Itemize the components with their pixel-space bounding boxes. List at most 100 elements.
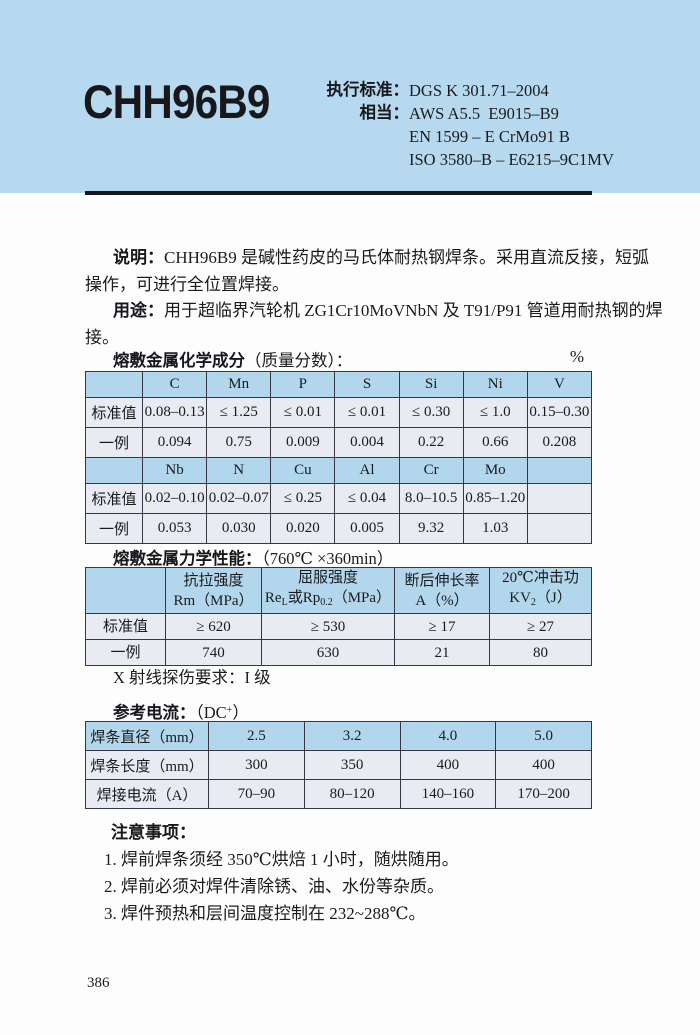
- table-cell: ≥ 27: [489, 613, 592, 640]
- table-cell: 80–120: [303, 779, 401, 809]
- table-cell: 21: [394, 639, 490, 666]
- table-cell: 一例: [85, 427, 143, 458]
- table-cell: 标准值: [85, 483, 143, 514]
- table-cell: 70–90: [208, 779, 305, 809]
- note-item: 1. 焊前焊条须经 350℃烘焙 1 小时，随烘随用。: [104, 850, 459, 869]
- table-cell: 0.08–0.13: [141, 397, 208, 428]
- mech-title-note: （760℃ ×360min）: [261, 549, 394, 568]
- table-cell: 标准值: [85, 613, 166, 640]
- table-cell: ≤ 1.25: [206, 397, 272, 428]
- table-cell: 1.03: [462, 513, 528, 544]
- usage-label: 用途：: [113, 301, 164, 320]
- table-cell: 0.094: [141, 427, 208, 458]
- col-header-unit: （MPa）: [332, 590, 392, 606]
- table-cell: Nb: [141, 457, 208, 484]
- table-cell: 9.32: [398, 513, 464, 544]
- notes-block: 注意事项： 1. 焊前焊条须经 350℃烘焙 1 小时，随烘随用。 2. 焊前必…: [104, 819, 459, 927]
- col-header-unit: KV: [509, 590, 531, 606]
- table-cell: ≤ 0.01: [334, 397, 400, 428]
- table-cell: 抗拉强度 Rm（MPa）: [165, 567, 262, 614]
- table-cell: 5.0: [495, 721, 592, 751]
- table-cell: C: [141, 371, 208, 398]
- table-cell: 0.15–0.30: [526, 397, 593, 428]
- table-row: 焊接电流（A） 70–90 80–120 140–160 170–200: [85, 779, 592, 809]
- table-cell: ≥ 530: [261, 613, 395, 640]
- table-cell: ≤ 1.0: [462, 397, 528, 428]
- table-cell: [526, 457, 593, 484]
- table-cell: 一例: [85, 513, 143, 544]
- mech-title-text: 熔敷金属力学性能：: [113, 550, 262, 568]
- table-row: Nb N Cu Al Cr Mo: [85, 457, 593, 484]
- current-title-text: 参考电流：: [113, 704, 196, 722]
- header-divider-rule: [85, 191, 592, 195]
- subscript: 0.2: [320, 597, 333, 608]
- table-cell: 400: [399, 750, 497, 780]
- table-cell: Al: [334, 457, 400, 484]
- table-cell: 300: [208, 750, 305, 780]
- table-cell: 屈服强度 ReL或Rp0.2（MPa）: [261, 567, 395, 614]
- table-cell: 断后伸长率 A（%）: [394, 567, 490, 614]
- spacer: [318, 125, 409, 148]
- table-cell: 0.004: [334, 427, 400, 458]
- table-cell: 400: [495, 750, 592, 780]
- table-cell: 0.009: [270, 427, 336, 458]
- usage-line: 接。: [85, 327, 119, 347]
- superscript: +: [226, 705, 233, 716]
- page-number: 386: [87, 975, 110, 991]
- equivalent-row: EN 1599 – E CrMo91 B: [318, 125, 614, 148]
- note-item: 2. 焊前必须对焊件清除锈、油、水份等杂质。: [104, 877, 444, 896]
- subscript: 2: [530, 597, 536, 608]
- table-cell: 0.02–0.10: [141, 483, 208, 514]
- table-cell: [85, 457, 143, 484]
- table-cell: [526, 513, 593, 544]
- table-cell: 0.208: [526, 427, 593, 458]
- table-header-row: 抗拉强度 Rm（MPa） 屈服强度 ReL或Rp0.2（MPa） 断后伸长率 A（%）…: [85, 567, 592, 614]
- description-line: 说明：CHH96B9 是碱性药皮的马氏体耐热钢焊条。采用直流反接，短弧: [85, 245, 649, 272]
- table-row: 一例 0.094 0.75 0.009 0.004 0.22 0.66 0.208: [85, 427, 593, 458]
- table-cell: 0.85–1.20: [462, 483, 528, 514]
- table-cell: ≥ 620: [165, 613, 262, 640]
- equivalent-label: 相当：: [359, 104, 410, 122]
- description-paragraphs: 说明：CHH96B9 是碱性药皮的马氏体耐热钢焊条。采用直流反接，短弧 操作，可…: [85, 245, 663, 351]
- col-header: 20℃冲击功: [502, 570, 579, 586]
- usage-text: 用于超临界汽轮机 ZG1Cr10MoVNbN 及 T91/P91 管道用耐热钢的…: [164, 301, 663, 320]
- table-cell: [85, 371, 143, 398]
- equivalent-value-3: ISO 3580–B – E6215–9C1MV: [409, 150, 614, 169]
- description-text: CHH96B9 是碱性药皮的马氏体耐热钢焊条。采用直流反接，短弧: [164, 248, 649, 267]
- table-cell: ≥ 17: [394, 613, 490, 640]
- table-cell: 0.005: [334, 513, 400, 544]
- table-cell: Cu: [270, 457, 336, 484]
- table-cell: ≤ 0.30: [398, 397, 464, 428]
- table-cell: S: [334, 371, 400, 398]
- table-cell: [85, 567, 166, 614]
- product-code: CHH96B9: [83, 75, 270, 128]
- table-cell: 140–160: [399, 779, 497, 809]
- table-row: 焊条直径（mm） 2.5 3.2 4.0 5.0: [85, 721, 592, 751]
- mech-section-title: 熔敷金属力学性能：（760℃ ×360min）: [85, 545, 592, 569]
- table-cell: Mn: [206, 371, 272, 398]
- table-row: 一例 0.053 0.030 0.020 0.005 9.32 1.03: [85, 513, 593, 544]
- percent-unit: %: [569, 347, 584, 366]
- xray-requirement: X 射线探伤要求：I 级: [113, 668, 271, 687]
- chem-title-note: （质量分数）：: [245, 351, 353, 370]
- standards-block: 执行标准： DGS K 301.71–2004 相当： AWS A5.5 E90…: [318, 79, 614, 171]
- col-header-unit: （J）: [535, 590, 572, 606]
- chem-title-text: 熔敷金属化学成分: [113, 352, 245, 370]
- col-header: 断后伸长率: [404, 572, 480, 589]
- table-cell: 20℃冲击功 KV2（J）: [489, 567, 592, 614]
- col-header-unit: Re: [264, 590, 282, 606]
- table-cell: 0.020: [270, 513, 336, 544]
- subscript: L: [281, 597, 288, 608]
- table-cell: 0.75: [206, 427, 272, 458]
- col-header-unit: A（%）: [415, 592, 469, 609]
- table-cell: P: [270, 371, 336, 398]
- table-cell: 0.053: [141, 513, 208, 544]
- table-cell: 80: [489, 639, 592, 666]
- table-row: 一例 740 630 21 80: [85, 639, 592, 666]
- table-row: 标准值 0.08–0.13 ≤ 1.25 ≤ 0.01 ≤ 0.01 ≤ 0.30 ≤ 1.…: [85, 397, 593, 428]
- table-cell: 一例: [85, 639, 166, 666]
- current-section-title: 参考电流：（DC+）: [113, 699, 620, 723]
- notes-title: 注意事项：: [111, 823, 196, 842]
- table-row: 标准值 ≥ 620 ≥ 530 ≥ 17 ≥ 27: [85, 613, 592, 640]
- table-cell: ≤ 0.01: [270, 397, 336, 428]
